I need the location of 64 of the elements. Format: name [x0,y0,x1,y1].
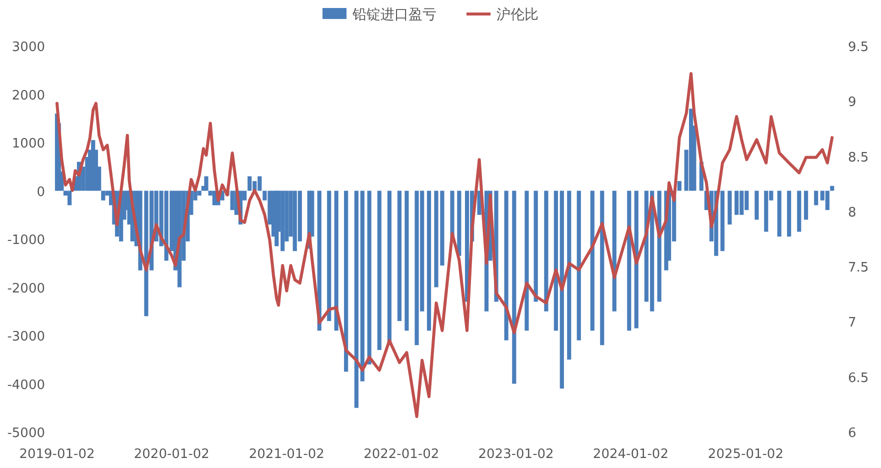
bar [512,190,516,384]
y-tick-label: 3000 [12,40,45,55]
bar [576,190,581,340]
x-tick-label: 2024-01-02 [592,447,668,462]
y2-tick-label: 7 [848,316,856,331]
bar [404,190,409,331]
x-tick-label: 2020-01-02 [134,447,210,462]
y2-tick-label: 9.5 [848,40,869,55]
legend-label: 沪伦比 [496,7,538,23]
y-tick-label: 2000 [12,88,45,104]
x-tick-label: 2021-01-02 [248,447,324,462]
bar [754,190,759,220]
bar [204,176,208,191]
x-tick-label: 2022-01-02 [364,447,440,462]
bar [728,190,732,225]
legend-label: 铅锭进口盈亏 [352,7,436,23]
bar [344,190,348,372]
bar [590,190,594,331]
bar [600,190,604,346]
bar [830,186,834,191]
bar [544,190,548,312]
bar [787,190,792,237]
y2-tick-label: 6 [848,426,856,441]
y2-tick-label: 8.5 [848,150,869,166]
bar [567,190,572,360]
y2-tick-label: 7.5 [848,260,869,276]
y-tick-label: -4000 [7,378,45,393]
y2-tick-label: 6.5 [848,370,869,386]
y-tick-label: -5000 [7,426,45,441]
x-tick-label: 2019-01-02 [19,447,95,462]
bar [554,190,558,331]
bar [534,190,538,302]
bar [804,190,808,220]
x-tick-label: 2025-01-02 [708,447,784,462]
y-tick-label: 1000 [12,136,45,152]
bar [68,190,72,206]
y-tick-label: -3000 [7,330,45,344]
bar [634,190,638,328]
y2-tick-label: 9 [848,95,856,110]
bar [720,190,725,252]
bar [334,190,338,331]
bar [814,190,818,206]
bar [360,190,364,382]
bar [457,190,462,256]
bar [367,190,372,364]
y-tick-label: 0 [36,184,45,200]
y2-tick-label: 8 [848,205,856,220]
bar [280,190,285,252]
bar [327,190,332,322]
bar [101,190,106,200]
bar [777,190,782,237]
bar [797,190,802,232]
x-tick-label: 2023-01-02 [478,447,554,462]
bar [627,190,632,331]
bar [354,190,358,408]
bar [504,190,508,340]
y-tick-label: -2000 [7,281,45,296]
bar [397,190,402,322]
bar [560,190,564,389]
bar [377,190,382,350]
y-tick-label: -1000 [7,233,45,248]
bar [426,190,432,331]
bar [677,181,682,191]
bar [524,190,529,331]
